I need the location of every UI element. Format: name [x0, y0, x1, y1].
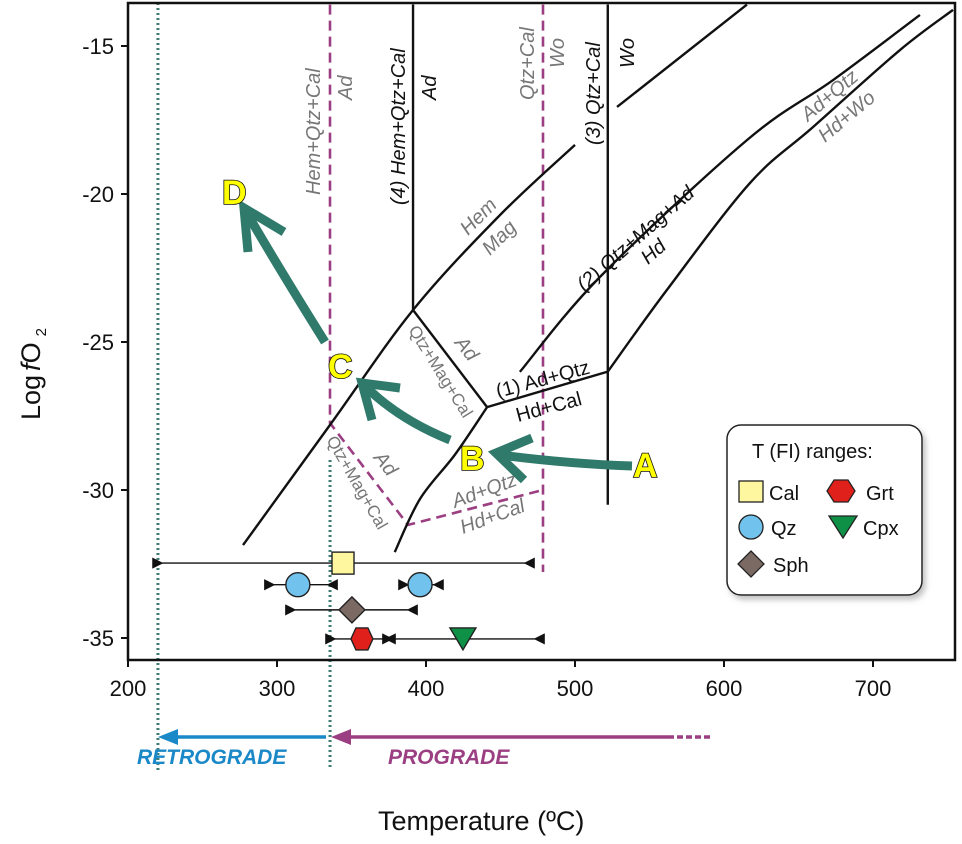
label-reaction-4-bottom: Ad	[419, 75, 441, 101]
label-reaction-3-bottom: Wo	[617, 38, 639, 68]
y-label-log: Log	[16, 375, 46, 420]
point-d: D	[222, 174, 247, 212]
y-label-o: O	[16, 342, 46, 363]
arrow-a-to-b-head	[487, 433, 534, 484]
legend-grt: Grt	[866, 483, 894, 505]
reaction-line-reaction-2	[518, 13, 921, 373]
y-label-sub: 2	[33, 328, 50, 336]
y-tick-label: -35	[82, 626, 114, 651]
retrograde-arrowhead-icon	[158, 729, 178, 745]
evolution-path	[238, 199, 633, 484]
x-tick-label: 400	[408, 676, 445, 701]
fi-marker-sph	[337, 595, 366, 624]
point-c: C	[328, 348, 353, 386]
y-tick-label: -15	[82, 34, 114, 59]
y-tick-label: -20	[82, 182, 114, 207]
fi-marker-grt	[350, 627, 374, 651]
y-axis-label: Log fO 2	[16, 328, 50, 420]
y-tick-label: -25	[82, 330, 114, 355]
legend-qz: Qz	[771, 518, 797, 540]
legend-box	[726, 424, 923, 596]
reaction-line-qtz-mag-cal-ad	[412, 309, 489, 408]
prograde-label: PROGRADE	[388, 746, 510, 769]
x-tick-label: 700	[855, 676, 892, 701]
label-hem-qtz-cal-gray: Hem+Qtz+Cal	[303, 68, 325, 195]
x-tick-label: 300	[259, 676, 296, 701]
reaction-line-reaction-1	[486, 370, 609, 409]
label-ad-low: Ad	[368, 447, 402, 481]
arrow-a-to-b	[499, 450, 633, 471]
stage-arrows: RETROGRADE PROGRADE	[137, 729, 712, 769]
legend-sph: Sph	[773, 555, 809, 577]
legend-diamond-icon	[737, 550, 765, 578]
point-b: B	[460, 440, 485, 478]
x-tick-label: 200	[110, 676, 147, 701]
reaction-line-b-line	[393, 406, 489, 553]
label-wo-gray: Wo	[547, 38, 569, 68]
arrow-c-to-d-head	[238, 199, 287, 253]
plot-frame	[126, 1, 957, 662]
label-qtz-mag-cal-low: Qtz+Mag+Cal	[323, 433, 392, 533]
legend-triangle-icon	[827, 515, 859, 540]
legend-cpx: Cpx	[863, 518, 899, 540]
label-ad-mid: Ad	[449, 332, 483, 366]
legend-title: T (FI) ranges:	[752, 441, 873, 463]
legend-circle-icon	[738, 514, 764, 540]
arrow-b-to-c	[362, 383, 452, 445]
point-a: A	[633, 447, 658, 485]
legend-hexagon-icon	[826, 479, 856, 503]
reaction-line-ad-qtz-hd-wo	[606, 8, 954, 373]
boundary-left	[328, 4, 544, 527]
arrow-c-to-d	[244, 212, 329, 345]
y-label-f: f	[16, 361, 46, 371]
fi-marker-cal	[331, 551, 355, 575]
fi-ranges	[152, 551, 545, 652]
label-reaction-2-top: (2) Qtz+Mag+Ad	[573, 182, 700, 296]
fi-marker-qz	[285, 572, 311, 598]
x-tick-label: 500	[557, 676, 594, 701]
legend: T (FI) ranges: Cal Grt Qz Cpx Sph	[726, 424, 923, 596]
legend-square-icon	[738, 480, 764, 503]
fi-marker-cpx	[448, 627, 478, 652]
arrow-b-to-c-head	[355, 377, 401, 422]
retrograde-label: RETROGRADE	[137, 746, 287, 769]
legend-cal: Cal	[769, 483, 799, 505]
label-qtz-cal-gray: Qtz+Cal	[517, 27, 539, 100]
x-tick-label: 600	[706, 676, 743, 701]
x-axis-label: Temperature (ºC)	[378, 806, 584, 836]
prograde-arrowhead-icon	[331, 729, 351, 745]
reaction-line-wo-line	[616, 3, 748, 108]
label-ad-gray: Ad	[335, 75, 357, 101]
label-reaction-4-top: (4) Hem+Qtz+Cal	[388, 48, 410, 205]
fi-marker-qz	[407, 572, 433, 598]
label-reaction-3-top: (3) Qtz+Cal	[583, 42, 605, 145]
y-tick-label: -30	[82, 478, 114, 503]
